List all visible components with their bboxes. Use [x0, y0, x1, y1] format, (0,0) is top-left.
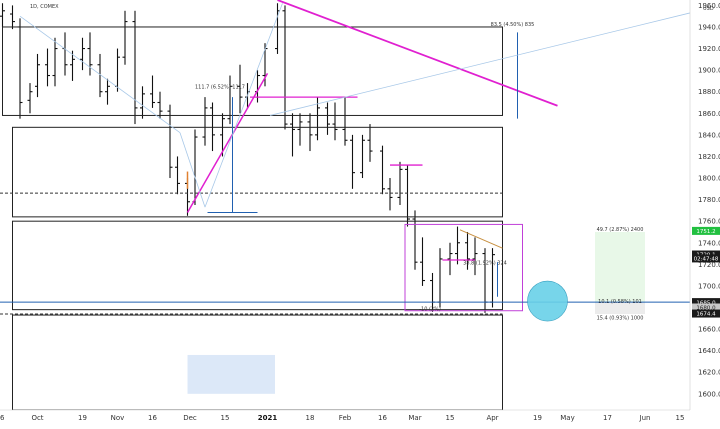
y-tick-label: 1780.0: [698, 196, 720, 204]
line-drawing: [179, 132, 206, 208]
ohlc-bars: [0, 3, 495, 313]
x-tick-label: Feb: [339, 414, 352, 422]
y-tick-label: 1660.0: [698, 326, 720, 334]
price-tag-bg: [692, 254, 720, 263]
x-tick-label: 15: [676, 414, 685, 422]
price-tag-bg: [692, 309, 720, 318]
x-tick-label: 17: [603, 414, 612, 422]
line-drawing: [459, 229, 503, 249]
x-tick-label: Mar: [408, 414, 421, 422]
target-circle: [527, 280, 568, 322]
y-tick-label: 1840.0: [698, 131, 720, 139]
price-tag-bg: [692, 298, 720, 307]
y-tick-label: 1860.0: [698, 110, 720, 118]
price-tag-label: 1680.0: [696, 306, 716, 312]
x-tick-label: Apr: [486, 414, 498, 422]
y-tick-label: 1900.0: [698, 67, 720, 75]
line-drawing: [277, 0, 558, 107]
x-tick-label: 15: [446, 414, 455, 422]
x-tick-label: 19: [78, 414, 87, 422]
time-axis[interactable]: 16 Oct 19 Nov 16 Dec 15 2021 18 Feb 16 Mar 15 Apr 19 Ma…: [0, 409, 720, 425]
x-tick-label: 18: [306, 414, 315, 422]
x-tick-label: 15: [221, 414, 230, 422]
x-tick-label: Jun: [639, 414, 651, 422]
currency-label: USD: [703, 6, 714, 12]
annotation-fills: [187, 231, 645, 394]
x-tick-label: 16: [148, 414, 157, 422]
line-drawing: [19, 15, 181, 134]
symbol-label: 1D, COMEX: [30, 4, 59, 10]
measure-label: 111.7 (6.52%) 1117: [195, 84, 245, 90]
price-tag-label: 1751.2: [696, 229, 715, 235]
rectangle-drawing: [2, 26, 503, 116]
y-tick-label: 1740.0: [698, 239, 720, 247]
y-tick-label: 1800.0: [698, 175, 720, 183]
x-tick-label: Dec: [183, 414, 197, 422]
time-axis-bg: [0, 410, 720, 425]
measure-label: -10 (2%): [419, 307, 441, 313]
rectangle-drawing: [12, 126, 503, 218]
x-tick-label: May: [560, 414, 574, 422]
x-tick-label: 16: [378, 414, 387, 422]
price-tag-bg: [692, 303, 720, 312]
y-tick-label: 1880.0: [698, 88, 720, 96]
measure-label: 49.7 (2.87%) 2400: [597, 227, 644, 233]
x-tick-label: 16: [0, 414, 5, 422]
x-tick-label: 2021: [258, 414, 278, 422]
y-tick-label: 1600.0: [698, 390, 720, 398]
y-tick-label: 1920.0: [698, 45, 720, 53]
price-tag-label: 02:47:48: [694, 257, 719, 263]
measure-labels: 83.5 (4.50%) 835 111.7 (6.52%) 1117 38.8 (…: [195, 22, 643, 321]
rectangle-drawing: [12, 220, 503, 311]
measure-label: 10.1 (0.58%) 101: [598, 299, 642, 305]
rectangle-drawing: [404, 223, 523, 312]
line-drawing: [269, 12, 691, 116]
x-tick-label: Nov: [111, 414, 125, 422]
drawings: [0, 0, 691, 411]
price-axis-bg: [690, 0, 720, 425]
line-drawing: [204, 3, 283, 208]
x-tick-label: Oct: [31, 414, 43, 422]
x-tick-label: 19: [533, 414, 542, 422]
shaded-zone: [595, 302, 645, 314]
y-tick-label: 1760.0: [698, 218, 720, 226]
y-tick-label: 1700.0: [698, 282, 720, 290]
price-tag-label: 1685.0: [696, 300, 716, 306]
y-tick-label: 1720.0: [698, 261, 720, 269]
shaded-zone: [595, 231, 645, 303]
measure-label: 38.8 (1.92%) 324: [463, 260, 507, 266]
y-tick-label: 1960.0: [698, 2, 720, 10]
shaded-zone: [187, 354, 275, 394]
price-axis[interactable]: 1600.0 1620.0 1640.0 1660.0 1680.0 1700.0 1720…: [689, 0, 720, 425]
measure-label: 15.4 (0.93%) 1000: [597, 315, 644, 321]
measure-label: 83.5 (4.50%) 835: [491, 22, 535, 28]
y-tick-label: 1820.0: [698, 153, 720, 161]
y-tick-label: 1620.0: [698, 369, 720, 377]
price-tag-label: 1674.4: [696, 312, 716, 318]
y-tick-label: 1940.0: [698, 23, 720, 31]
y-tick-label: 1640.0: [698, 347, 720, 355]
price-tag-bg: [692, 226, 720, 235]
